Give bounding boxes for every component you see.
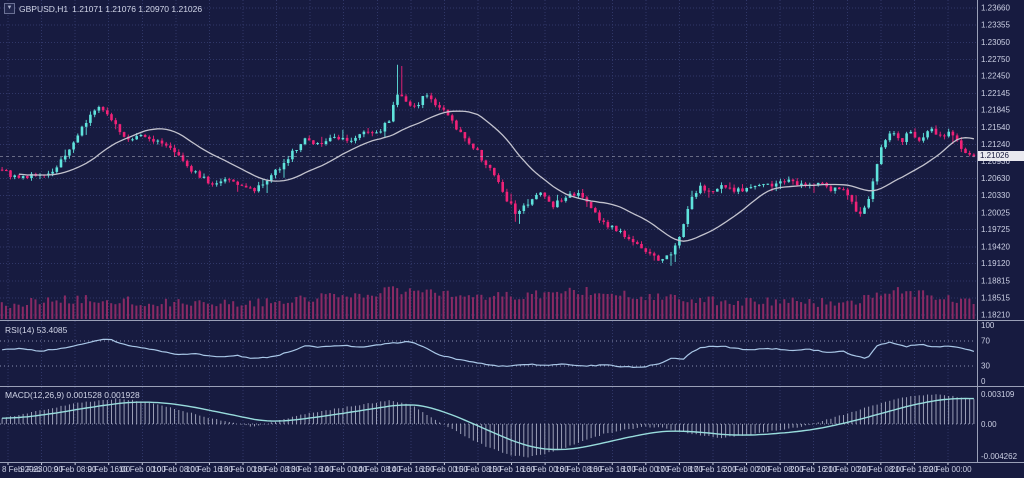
svg-text:20 Feb 16:00: 20 Feb 16:00	[790, 465, 838, 474]
rsi-axis[interactable]: 100 70 30 0	[981, 321, 995, 386]
svg-text:1.22145: 1.22145	[981, 89, 1010, 98]
svg-text:14 Feb 16:00: 14 Feb 16:00	[387, 465, 435, 474]
price-axis[interactable]: 1.23660 1.23355 1.23050 1.22750 1.22450 1.221…	[981, 4, 1010, 320]
svg-text:10 Feb 00:00: 10 Feb 00:00	[119, 465, 167, 474]
svg-text:1.22750: 1.22750	[981, 55, 1010, 64]
rsi-indicator-label: RSI(14) 53.4085	[5, 325, 68, 335]
macd-signal-line	[2, 397, 974, 451]
svg-text:8 Feb 2023: 8 Feb 2023	[2, 465, 43, 474]
svg-text:1.18210: 1.18210	[981, 311, 1010, 320]
svg-text:0: 0	[981, 377, 986, 386]
svg-text:17 Feb 08:00: 17 Feb 08:00	[656, 465, 704, 474]
svg-text:1.20330: 1.20330	[981, 191, 1010, 200]
svg-text:17 Feb 16:00: 17 Feb 16:00	[689, 465, 737, 474]
macd-axis[interactable]: 0.003109 0.00 -0.004262	[981, 390, 1018, 461]
chart-ohlc-values: 1.21071 1.21076 1.20970 1.21026	[72, 3, 203, 14]
svg-text:9 Feb 00:00: 9 Feb 00:00	[20, 465, 63, 474]
rsi-panel	[2, 338, 975, 369]
svg-text:1.23660: 1.23660	[981, 4, 1010, 13]
current-price-tag: 1.21026	[978, 151, 1024, 161]
svg-text:0.00: 0.00	[981, 420, 997, 429]
symbol-dropdown-icon[interactable]: ▼	[4, 3, 15, 14]
svg-text:9 Feb 08:00: 9 Feb 08:00	[54, 465, 97, 474]
candlesticks	[0, 64, 976, 266]
svg-text:-0.004262: -0.004262	[981, 452, 1018, 461]
svg-text:15 Feb 08:00: 15 Feb 08:00	[454, 465, 502, 474]
svg-text:21 Feb 00:00: 21 Feb 00:00	[824, 465, 872, 474]
panel-separators[interactable]	[0, 0, 1024, 463]
grid-lines	[0, 0, 976, 461]
svg-text:70: 70	[981, 336, 990, 345]
svg-text:1.20630: 1.20630	[981, 174, 1010, 183]
svg-text:1.19120: 1.19120	[981, 259, 1010, 268]
svg-text:10 Feb 08:00: 10 Feb 08:00	[152, 465, 200, 474]
svg-text:1.21540: 1.21540	[981, 123, 1010, 132]
macd-panel	[1, 394, 975, 458]
svg-text:1.23355: 1.23355	[981, 21, 1010, 30]
svg-text:13 Feb 08:00: 13 Feb 08:00	[253, 465, 301, 474]
svg-text:16 Feb 08:00: 16 Feb 08:00	[555, 465, 603, 474]
svg-text:21 Feb 08:00: 21 Feb 08:00	[857, 465, 905, 474]
svg-text:0.003109: 0.003109	[981, 390, 1015, 399]
svg-text:20 Feb 00:00: 20 Feb 00:00	[723, 465, 771, 474]
moving-average-line	[18, 110, 975, 242]
svg-text:1.21240: 1.21240	[981, 140, 1010, 149]
volume-histogram	[0, 286, 975, 319]
svg-text:1.20025: 1.20025	[981, 208, 1010, 217]
svg-text:30: 30	[981, 362, 990, 371]
svg-text:16 Feb 16:00: 16 Feb 16:00	[589, 465, 637, 474]
svg-text:13 Feb 00:00: 13 Feb 00:00	[219, 465, 267, 474]
svg-text:17 Feb 00:00: 17 Feb 00:00	[622, 465, 670, 474]
svg-text:100: 100	[981, 321, 995, 330]
macd-indicator-label: MACD(12,26,9) 0.001528 0.001928	[5, 390, 140, 400]
svg-text:15 Feb 16:00: 15 Feb 16:00	[488, 465, 536, 474]
svg-text:22 Feb 00:00: 22 Feb 00:00	[924, 465, 972, 474]
chart-symbol-label: GBPUSD,H1	[19, 3, 69, 14]
svg-text:1.19420: 1.19420	[981, 242, 1010, 251]
svg-text:14 Feb 08:00: 14 Feb 08:00	[354, 465, 402, 474]
svg-text:1.18515: 1.18515	[981, 293, 1010, 302]
svg-text:14 Feb 00:00: 14 Feb 00:00	[320, 465, 368, 474]
svg-text:1.20936: 1.20936	[981, 157, 1010, 166]
svg-text:1.21845: 1.21845	[981, 106, 1010, 115]
svg-text:16 Feb 00:00: 16 Feb 00:00	[522, 465, 570, 474]
svg-text:9 Feb 16:00: 9 Feb 16:00	[87, 465, 130, 474]
svg-text:1.18815: 1.18815	[981, 276, 1010, 285]
svg-text:13 Feb 16:00: 13 Feb 16:00	[287, 465, 335, 474]
svg-text:15 Feb 00:00: 15 Feb 00:00	[421, 465, 469, 474]
chart-title: ▼ GBPUSD,H1 1.21071 1.21076 1.20970 1.21…	[4, 3, 202, 14]
svg-text:1.22450: 1.22450	[981, 72, 1010, 81]
svg-text:10 Feb 16:00: 10 Feb 16:00	[186, 465, 234, 474]
svg-text:21 Feb 16:00: 21 Feb 16:00	[891, 465, 939, 474]
svg-text:1.19725: 1.19725	[981, 225, 1010, 234]
svg-text:1.23050: 1.23050	[981, 38, 1010, 47]
svg-text:20 Feb 08:00: 20 Feb 08:00	[757, 465, 805, 474]
